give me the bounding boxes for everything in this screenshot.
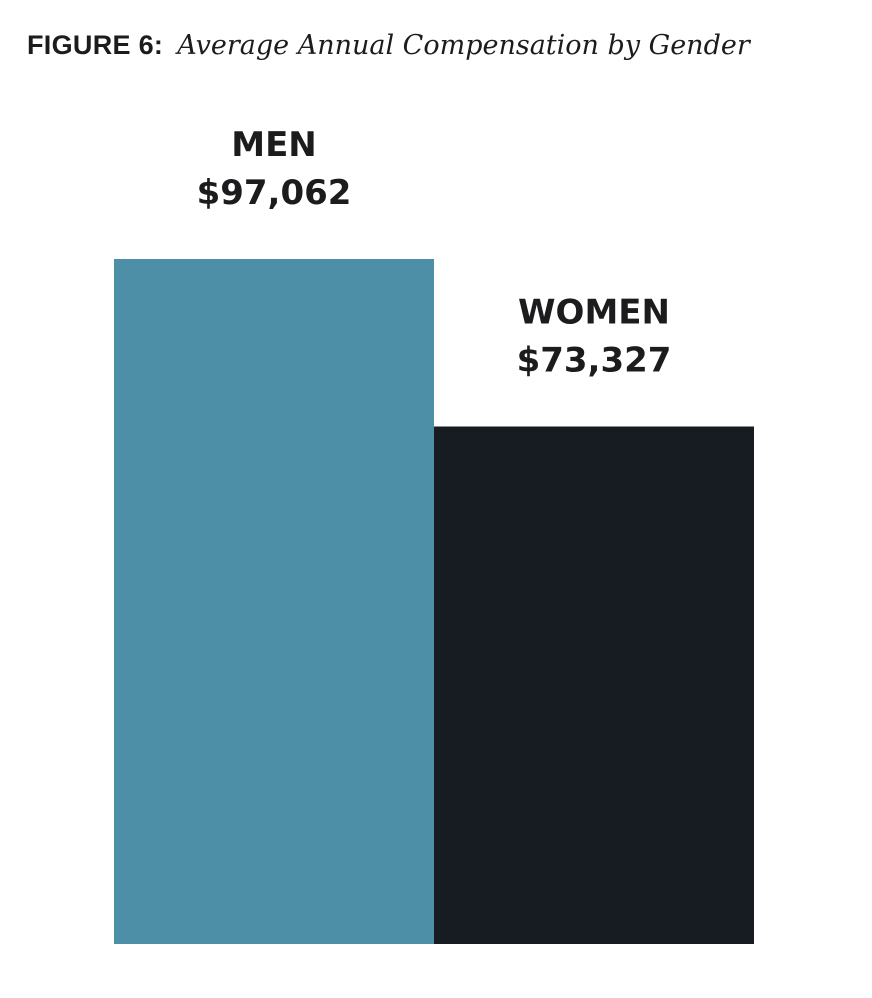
bar-men [114,259,434,944]
bar-women [434,426,754,944]
value-label-men: $97,062 [197,173,352,213]
figure-caption: Average Annual Compensation by Gender [177,30,750,61]
category-label-women: WOMEN [518,293,670,333]
value-label-women: $73,327 [517,341,672,381]
category-label-men: MEN [231,125,317,165]
figure-title: FIGURE 6: Average Annual Compensation by… [27,30,750,61]
figure-label: FIGURE 6: [27,30,164,60]
